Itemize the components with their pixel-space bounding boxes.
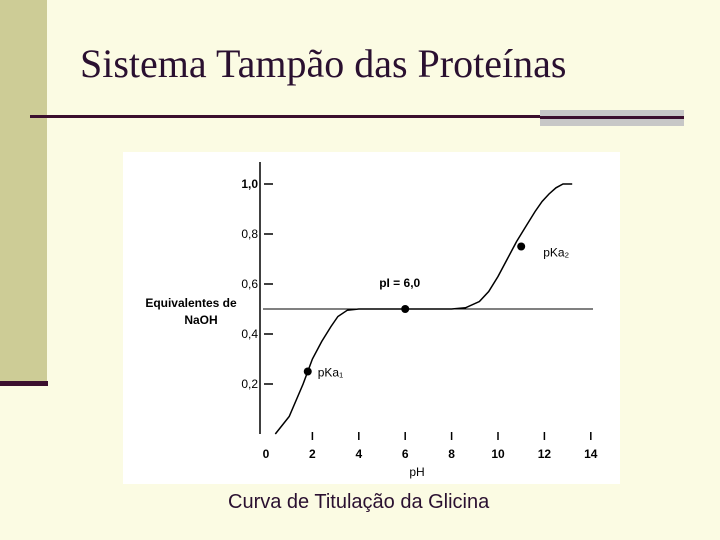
- x-axis-label: pH: [409, 465, 424, 479]
- titration-chart: 0,2 0,4 0,6 0,8 1,0 0 2 4 6 8 10 12 14 pKa₁ pI = 6,0…: [145, 162, 598, 479]
- marked-point: [517, 242, 526, 251]
- y-tick-label: 0,4: [241, 327, 258, 341]
- marked-point: [303, 367, 312, 376]
- titration-curve: [274, 183, 573, 435]
- title-rule: [30, 115, 540, 118]
- x-tick-label: 4: [355, 447, 362, 461]
- chart-caption: Curva de Titulação da Glicina: [228, 491, 490, 513]
- x-tick-label: 8: [448, 447, 455, 461]
- marked-point: [401, 305, 410, 313]
- x-tick-label: 2: [309, 447, 316, 461]
- x-tick-label: 0: [263, 447, 270, 461]
- y-tick-label: 0,8: [241, 227, 258, 241]
- y-axis-label-line2: NaOH: [184, 313, 217, 327]
- y-tick-label: 1,0: [241, 177, 258, 191]
- x-tick-label: 12: [538, 447, 552, 461]
- x-tick-label: 10: [491, 447, 505, 461]
- sidebar-decoration: [0, 0, 47, 383]
- y-tick-label: 0,2: [241, 377, 258, 391]
- chart-panel: 0,2 0,4 0,6 0,8 1,0 0 2 4 6 8 10 12 14 pKa₁ pI = 6,0…: [123, 152, 620, 484]
- x-tick-label: 6: [402, 447, 409, 461]
- point-label: pKa₂: [543, 246, 569, 260]
- slide-title: Sistema Tampão das Proteínas: [80, 41, 567, 86]
- title-rule-accent-line: [540, 116, 684, 119]
- point-label: pI = 6,0: [379, 276, 420, 290]
- y-tick-label: 0,6: [241, 277, 258, 291]
- point-label: pKa₁: [318, 366, 343, 380]
- x-tick-label: 14: [584, 447, 598, 461]
- y-axis-label-line1: Equivalentes de: [145, 296, 237, 310]
- sidebar-accent-line: [0, 381, 48, 386]
